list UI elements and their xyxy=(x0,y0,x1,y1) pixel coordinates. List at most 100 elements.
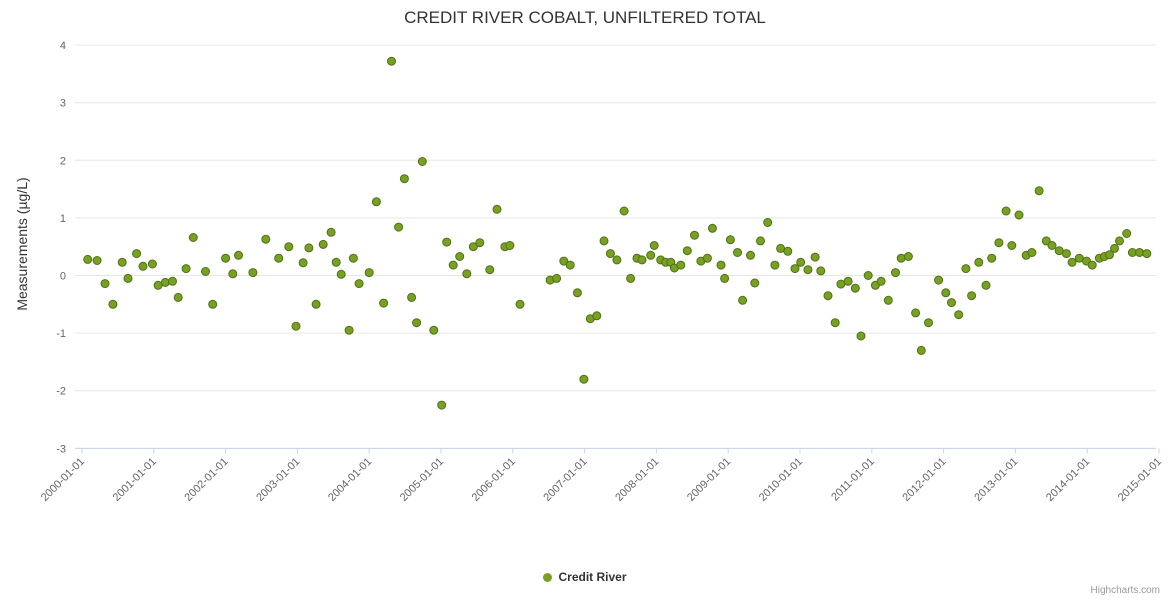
data-point[interactable] xyxy=(147,259,157,269)
data-point[interactable] xyxy=(284,242,294,252)
data-point[interactable] xyxy=(318,239,328,249)
data-point[interactable] xyxy=(261,234,271,244)
data-point[interactable] xyxy=(160,277,170,287)
data-point[interactable] xyxy=(790,264,800,274)
legend-item-credit-river[interactable]: Credit River xyxy=(0,570,1170,584)
data-point[interactable] xyxy=(856,331,866,341)
data-point[interactable] xyxy=(1027,248,1037,257)
data-point[interactable] xyxy=(707,223,717,233)
data-point[interactable] xyxy=(371,197,381,207)
data-point[interactable] xyxy=(412,318,422,328)
data-point[interactable] xyxy=(947,298,956,308)
data-point[interactable] xyxy=(796,257,806,267)
data-point[interactable] xyxy=(1041,236,1051,246)
data-point[interactable] xyxy=(455,252,465,261)
data-point[interactable] xyxy=(354,279,364,289)
data-point[interactable] xyxy=(690,230,699,240)
data-point[interactable] xyxy=(407,292,417,302)
data-point[interactable] xyxy=(830,318,840,328)
highcharts-credits-link[interactable]: Highcharts.com xyxy=(1090,585,1160,596)
data-point[interactable] xyxy=(188,233,198,242)
data-point[interactable] xyxy=(228,269,238,279)
data-point[interactable] xyxy=(911,308,921,318)
data-point[interactable] xyxy=(816,266,826,276)
data-point[interactable] xyxy=(1115,236,1124,246)
data-point[interactable] xyxy=(1135,248,1145,257)
data-point[interactable] xyxy=(492,204,502,214)
data-point[interactable] xyxy=(234,250,243,260)
data-point[interactable] xyxy=(485,265,495,275)
data-point[interactable] xyxy=(702,253,712,263)
data-point[interactable] xyxy=(132,249,142,259)
data-point[interactable] xyxy=(750,278,760,288)
data-point[interactable] xyxy=(221,253,231,263)
data-point[interactable] xyxy=(924,318,933,328)
data-point[interactable] xyxy=(394,222,404,232)
data-point[interactable] xyxy=(274,253,284,263)
data-point[interactable] xyxy=(579,374,589,384)
data-point[interactable] xyxy=(559,256,569,266)
data-point[interactable] xyxy=(364,268,374,278)
data-point[interactable] xyxy=(336,269,346,279)
data-point[interactable] xyxy=(720,273,730,283)
data-point[interactable] xyxy=(756,236,765,246)
data-point[interactable] xyxy=(783,246,793,256)
data-point[interactable] xyxy=(954,310,964,320)
data-point[interactable] xyxy=(770,260,780,270)
data-point[interactable] xyxy=(981,280,991,290)
data-point[interactable] xyxy=(448,260,458,270)
data-point[interactable] xyxy=(100,279,110,289)
data-point[interactable] xyxy=(716,260,726,270)
data-point[interactable] xyxy=(291,321,301,331)
data-point[interactable] xyxy=(552,273,562,283)
data-point[interactable] xyxy=(941,288,951,298)
data-point[interactable] xyxy=(1014,210,1024,220)
data-point[interactable] xyxy=(626,273,636,283)
data-point[interactable] xyxy=(248,268,258,278)
data-point[interactable] xyxy=(961,264,971,274)
data-point[interactable] xyxy=(417,157,427,166)
data-point[interactable] xyxy=(326,227,336,237)
data-point[interactable] xyxy=(1110,243,1119,253)
data-point[interactable] xyxy=(646,250,656,260)
data-point[interactable] xyxy=(208,299,218,309)
data-point[interactable] xyxy=(505,241,515,250)
data-point[interactable] xyxy=(304,243,314,253)
data-point[interactable] xyxy=(92,256,102,265)
data-point[interactable] xyxy=(883,295,893,305)
data-point[interactable] xyxy=(1061,249,1071,259)
data-point[interactable] xyxy=(803,265,813,275)
data-point[interactable] xyxy=(437,400,447,410)
data-point[interactable] xyxy=(682,246,692,256)
data-point[interactable] xyxy=(974,257,984,267)
data-point[interactable] xyxy=(379,298,389,308)
data-point[interactable] xyxy=(843,276,853,286)
data-point[interactable] xyxy=(572,288,582,298)
data-point[interactable] xyxy=(475,238,485,248)
data-point[interactable] xyxy=(344,325,354,335)
data-point[interactable] xyxy=(863,271,873,280)
data-point[interactable] xyxy=(138,261,148,271)
data-point[interactable] xyxy=(592,311,602,321)
data-point[interactable] xyxy=(733,248,742,257)
data-point[interactable] xyxy=(823,291,833,301)
data-point[interactable] xyxy=(725,235,735,245)
data-point[interactable] xyxy=(605,249,615,259)
data-point[interactable] xyxy=(515,299,525,309)
data-point[interactable] xyxy=(348,253,358,263)
data-point[interactable] xyxy=(934,275,944,285)
data-point[interactable] xyxy=(903,252,913,261)
data-point[interactable] xyxy=(117,257,127,267)
data-point[interactable] xyxy=(168,276,177,286)
data-point[interactable] xyxy=(1105,250,1114,260)
data-point[interactable] xyxy=(738,295,748,305)
data-point[interactable] xyxy=(201,267,210,276)
data-point[interactable] xyxy=(429,325,439,335)
data-point[interactable] xyxy=(763,218,773,227)
data-point[interactable] xyxy=(173,292,183,302)
data-point[interactable] xyxy=(1122,229,1132,238)
data-point[interactable] xyxy=(123,273,133,283)
data-point[interactable] xyxy=(876,276,886,286)
data-point[interactable] xyxy=(1007,241,1017,250)
data-point[interactable] xyxy=(331,257,341,267)
